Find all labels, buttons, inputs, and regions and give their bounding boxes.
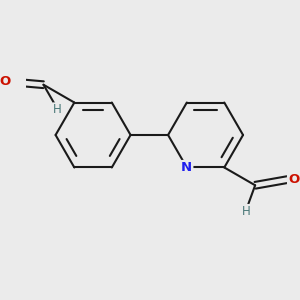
Text: H: H bbox=[242, 205, 250, 218]
Text: O: O bbox=[288, 173, 299, 186]
Text: N: N bbox=[181, 161, 192, 174]
Text: H: H bbox=[53, 103, 62, 116]
Text: O: O bbox=[0, 75, 10, 88]
